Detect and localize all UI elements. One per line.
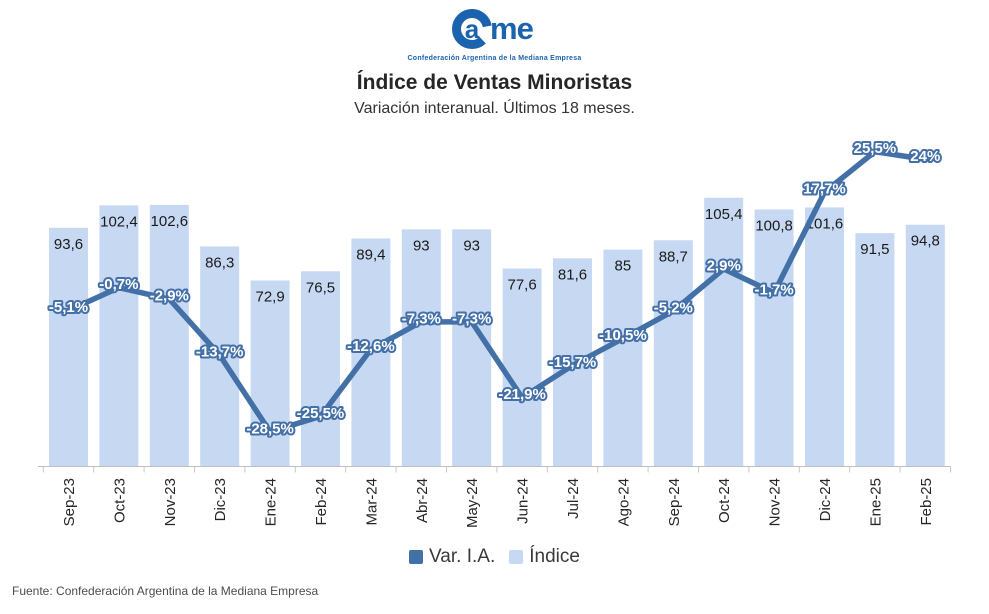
line-value-Oct-23: -0,7% [99, 276, 138, 293]
bar-value-Jul-24: 81,6 [558, 266, 587, 283]
bar-Ago-24 [603, 249, 643, 466]
page-subtitle: Variación interanual. Últimos 18 meses. [354, 100, 635, 117]
bar-value-Jun-24: 77,6 [507, 277, 536, 294]
line-value-Nov-23: -2,9% [150, 288, 189, 305]
header: a me Confederación Argentina de la Media… [0, 6, 989, 118]
page-title: Índice de Ventas Minoristas [356, 71, 633, 94]
line-value-Dic-23: -13,7% [196, 344, 244, 361]
bar-value-Ene-25: 91,5 [860, 241, 889, 258]
line-value-Feb-25: 24% [910, 148, 940, 165]
came-logo-c-ring [452, 9, 493, 49]
x-label-Abr-24: Abr-24 [414, 478, 431, 523]
x-label-Oct-24: Oct-24 [716, 478, 733, 523]
source-note: Fuente: Confederación Argentina de la Me… [12, 584, 319, 598]
x-label-Feb-25: Feb-25 [918, 478, 935, 526]
bar-value-Abr-24: 93 [413, 237, 430, 254]
legend-swatch-var-ia [409, 550, 424, 564]
x-label-Nov-23: Nov-23 [162, 478, 179, 526]
legend-item-var-ia: Var. I.A. [409, 546, 495, 568]
line-value-Sep-23: -5,1% [49, 299, 88, 316]
bar-value-Feb-24: 76,5 [306, 279, 335, 296]
line-value-Jun-24: -21,9% [498, 386, 546, 403]
line-value-Ago-24: -10,5% [599, 327, 647, 344]
x-label-Nov-24: Nov-24 [767, 478, 784, 526]
bar-value-Sep-23: 93,6 [54, 236, 83, 253]
x-label-Sep-23: Sep-23 [61, 478, 78, 526]
variation-line [65, 148, 929, 435]
line-value-May-24: -7,3% [452, 310, 491, 327]
bar-Abr-24 [401, 229, 441, 466]
came-logo-letters-me: me [490, 11, 534, 46]
line-value-Jul-24: -15,7% [549, 354, 597, 371]
bar-value-Ene-24: 72,9 [255, 288, 284, 305]
x-label-Dic-24: Dic-24 [817, 478, 834, 521]
bar-Nov-23 [149, 204, 189, 466]
bar-value-Nov-23: 102,6 [151, 213, 189, 230]
bar-value-Mar-24: 89,4 [356, 246, 385, 263]
chart-legend: Var. I.A. Índice [0, 546, 989, 568]
bar-value-May-24: 93 [463, 237, 480, 254]
bar-Feb-25 [905, 224, 945, 466]
x-label-Ene-24: Ene-24 [263, 478, 280, 526]
line-value-Ene-25: 25,5% [854, 140, 897, 157]
x-label-Oct-23: Oct-23 [111, 478, 128, 523]
bar-value-Sep-24: 88,7 [659, 248, 688, 265]
came-logo: a me Confederación Argentina de la Media… [408, 6, 582, 62]
bar-Nov-24 [754, 209, 794, 467]
x-label-Jun-24: Jun-24 [515, 478, 532, 524]
line-value-Nov-24: -1,7% [755, 281, 794, 298]
bar-value-Dic-23: 86,3 [205, 254, 234, 271]
line-value-Sep-24: -5,2% [654, 299, 693, 316]
came-logo-letter-a: a [465, 14, 480, 44]
x-label-Dic-23: Dic-23 [212, 478, 229, 521]
bar-Dic-24 [805, 207, 844, 467]
x-label-Mar-24: Mar-24 [363, 478, 380, 526]
bar-value-Oct-24: 105,4 [705, 206, 743, 223]
bar-value-Dic-24: 101,6 [806, 215, 844, 232]
line-value-Abr-24: -7,3% [402, 310, 441, 327]
bar-value-Oct-23: 102,4 [100, 213, 138, 230]
x-label-May-24: May-24 [464, 478, 481, 528]
bar-Ene-25 [855, 233, 895, 466]
line-value-Oct-24: 2,9% [707, 257, 741, 274]
line-value-Feb-24: -25,5% [297, 405, 345, 422]
bar-value-Feb-25: 94,8 [911, 233, 940, 250]
x-label-Sep-24: Sep-24 [666, 478, 683, 526]
legend-label-var-ia: Var. I.A. [429, 546, 496, 567]
bar-May-24 [452, 229, 492, 466]
x-label-Jul-24: Jul-24 [565, 478, 582, 519]
legend-item-indice: Índice [509, 546, 580, 568]
bar-Sep-23 [49, 227, 88, 466]
x-label-Ene-25: Ene-25 [867, 478, 884, 526]
bar-Oct-24 [704, 197, 744, 466]
line-value-Dic-24: 17,7% [803, 181, 846, 198]
x-label-Feb-24: Feb-24 [313, 478, 330, 526]
x-label-Ago-24: Ago-24 [615, 478, 632, 526]
bar-Jul-24 [553, 258, 592, 466]
bar-Ene-24 [250, 280, 290, 466]
line-value-Mar-24: -12,6% [347, 338, 395, 355]
came-logo-mark: a me [452, 9, 535, 49]
bar-Sep-24 [653, 240, 693, 466]
came-logo-tagline: Confederación Argentina de la Mediana Em… [407, 55, 582, 62]
legend-swatch-indice [509, 550, 524, 564]
bar-Oct-23 [99, 205, 139, 466]
bar-value-Ago-24: 85 [615, 258, 632, 275]
bar-Feb-24 [301, 271, 340, 466]
line-value-Ene-24: -28,5% [246, 420, 294, 437]
bar-value-Nov-24: 100,8 [755, 217, 793, 234]
bar-Jun-24 [502, 268, 542, 466]
legend-label-indice: Índice [529, 546, 580, 567]
